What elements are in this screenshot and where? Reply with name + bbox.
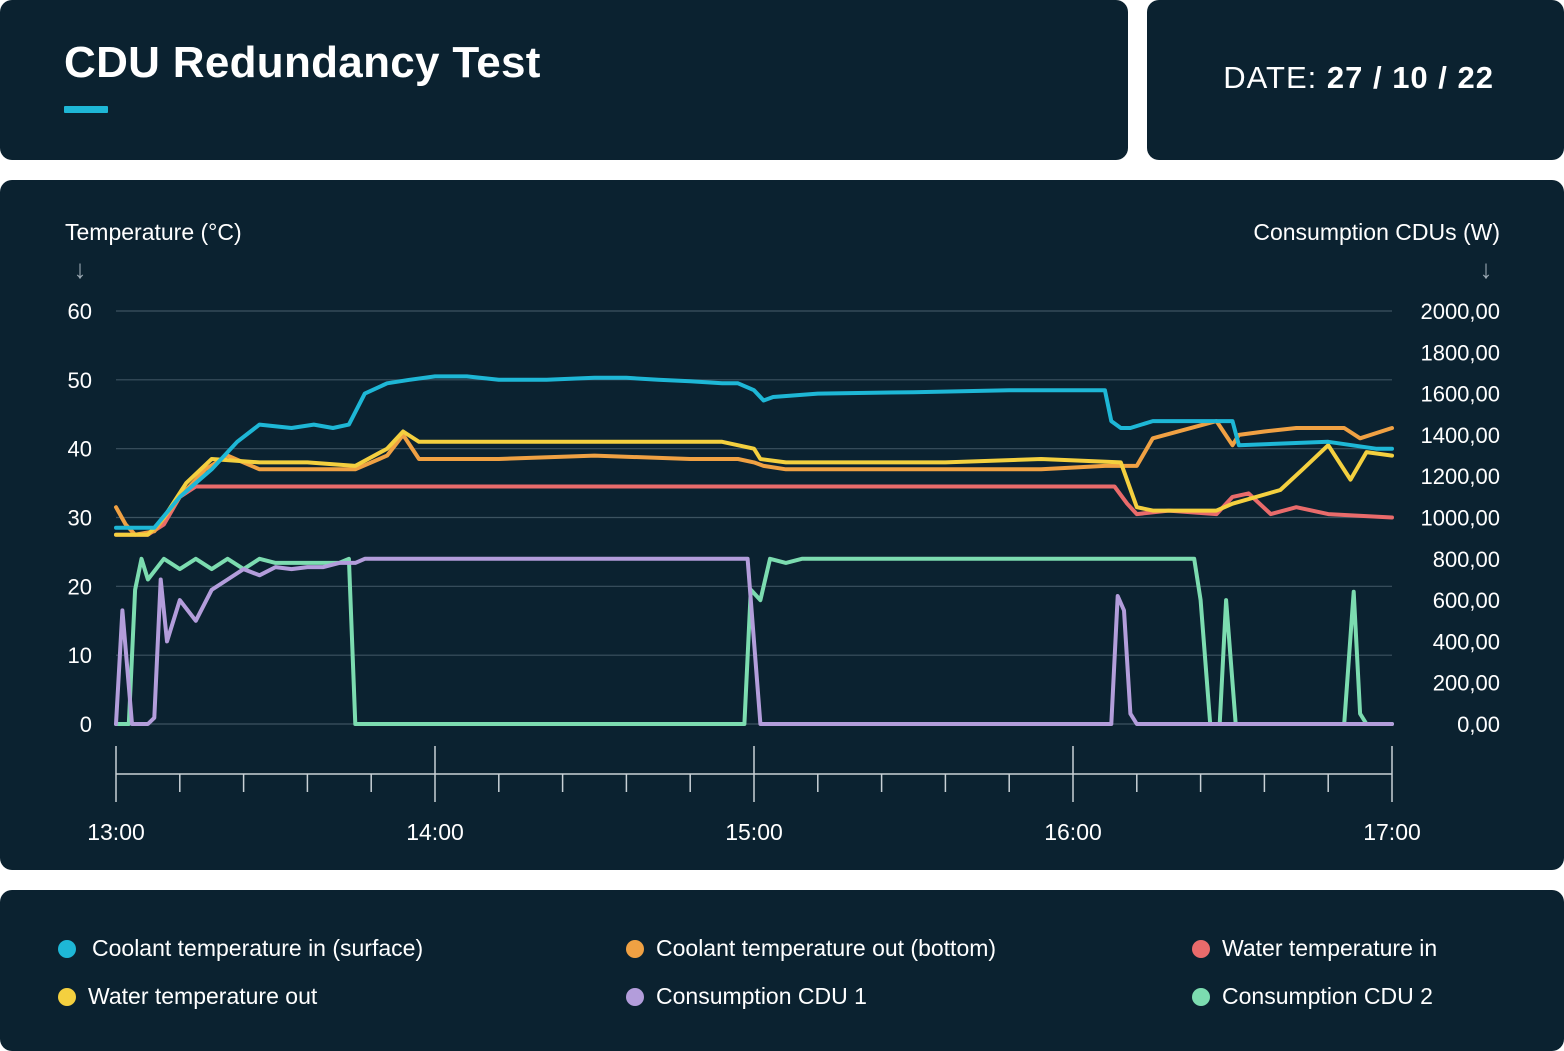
legend-label: Water temperature out bbox=[88, 983, 318, 1009]
right-tick-label: 2000,00 bbox=[1420, 299, 1500, 324]
right-tick-label: 1600,00 bbox=[1420, 382, 1500, 407]
series-line-3 bbox=[114, 429, 1394, 537]
legend-label: Water temperature in bbox=[1222, 935, 1438, 961]
right-tick-label: 200,00 bbox=[1433, 671, 1500, 696]
legend-label: Coolant temperature in (surface) bbox=[92, 935, 424, 961]
date-panel: DATE: 27 / 10 / 22 bbox=[1147, 0, 1564, 160]
right-tick-label: 1000,00 bbox=[1420, 506, 1500, 531]
line-chart: 60 50 40 30 20 10 0 2000,00 1800,00 1600,00 1400,0… bbox=[65, 219, 1500, 845]
legend-item-coolant-out: Coolant temperature out (bottom) bbox=[626, 935, 996, 962]
legend-item-cdu2: Consumption CDU 2 bbox=[1192, 983, 1433, 1010]
left-tick-label: 20 bbox=[68, 574, 92, 599]
left-tick-label: 50 bbox=[68, 368, 92, 393]
right-axis-label: Consumption CDUs (W) bbox=[1253, 219, 1500, 245]
left-tick-label: 0 bbox=[80, 712, 92, 737]
left-axis-arrow-icon: ↓ bbox=[74, 254, 87, 284]
legend-dot-icon bbox=[1192, 939, 1210, 958]
right-tick-label: 1800,00 bbox=[1420, 340, 1500, 365]
legend-item-water-in: Water temperature in bbox=[1192, 935, 1437, 962]
series-line-4 bbox=[114, 556, 1394, 726]
left-tick-label: 60 bbox=[68, 299, 92, 324]
series-line-5 bbox=[114, 556, 1394, 726]
legend-dot-icon bbox=[626, 987, 644, 1006]
left-tick-label: 30 bbox=[68, 506, 92, 531]
left-tick-label: 40 bbox=[68, 437, 92, 462]
right-tick-label: 800,00 bbox=[1433, 547, 1500, 572]
legend-label: Consumption CDU 1 bbox=[656, 983, 867, 1009]
legend-dot-icon bbox=[58, 939, 76, 958]
legend-item-cdu1: Consumption CDU 1 bbox=[626, 983, 867, 1010]
legend-item-coolant-in: Coolant temperature in (surface) bbox=[58, 935, 423, 962]
x-tick-label: 13:00 bbox=[87, 819, 145, 845]
right-tick-label: 600,00 bbox=[1433, 588, 1500, 613]
date-display: DATE: 27 / 10 / 22 bbox=[1223, 60, 1494, 96]
right-tick-label: 1200,00 bbox=[1420, 464, 1500, 489]
legend-dot-icon bbox=[626, 939, 644, 958]
left-tick-label: 10 bbox=[68, 643, 92, 668]
legend-item-water-out: Water temperature out bbox=[58, 983, 317, 1010]
date-label: DATE: bbox=[1223, 60, 1318, 95]
legend-label: Coolant temperature out (bottom) bbox=[656, 935, 997, 961]
date-value: 27 / 10 / 22 bbox=[1326, 60, 1494, 95]
chart-panel: 60 50 40 30 20 10 0 2000,00 1800,00 1600,00 1400,0… bbox=[0, 180, 1564, 870]
x-tick-label: 14:00 bbox=[406, 819, 464, 845]
legend-panel: Coolant temperature in (surface) Coolant… bbox=[0, 890, 1564, 1051]
right-tick-label: 0,00 bbox=[1457, 712, 1500, 737]
legend-dot-icon bbox=[1192, 987, 1210, 1006]
series-line-0 bbox=[114, 374, 1394, 530]
series-line-1 bbox=[114, 419, 1394, 537]
legend-label: Consumption CDU 2 bbox=[1222, 983, 1433, 1009]
x-tick-label: 17:00 bbox=[1363, 819, 1421, 845]
right-tick-label: 400,00 bbox=[1433, 629, 1500, 654]
left-axis-label: Temperature (°C) bbox=[65, 219, 242, 245]
right-axis-arrow-icon: ↓ bbox=[1480, 254, 1493, 284]
x-tick-label: 15:00 bbox=[725, 819, 783, 845]
legend-dot-icon bbox=[58, 987, 76, 1006]
title-accent-bar bbox=[64, 106, 108, 113]
page-title: CDU Redundancy Test bbox=[64, 38, 541, 87]
x-tick-label: 16:00 bbox=[1044, 819, 1102, 845]
right-tick-label: 1400,00 bbox=[1420, 423, 1500, 448]
title-panel: CDU Redundancy Test bbox=[0, 0, 1128, 160]
